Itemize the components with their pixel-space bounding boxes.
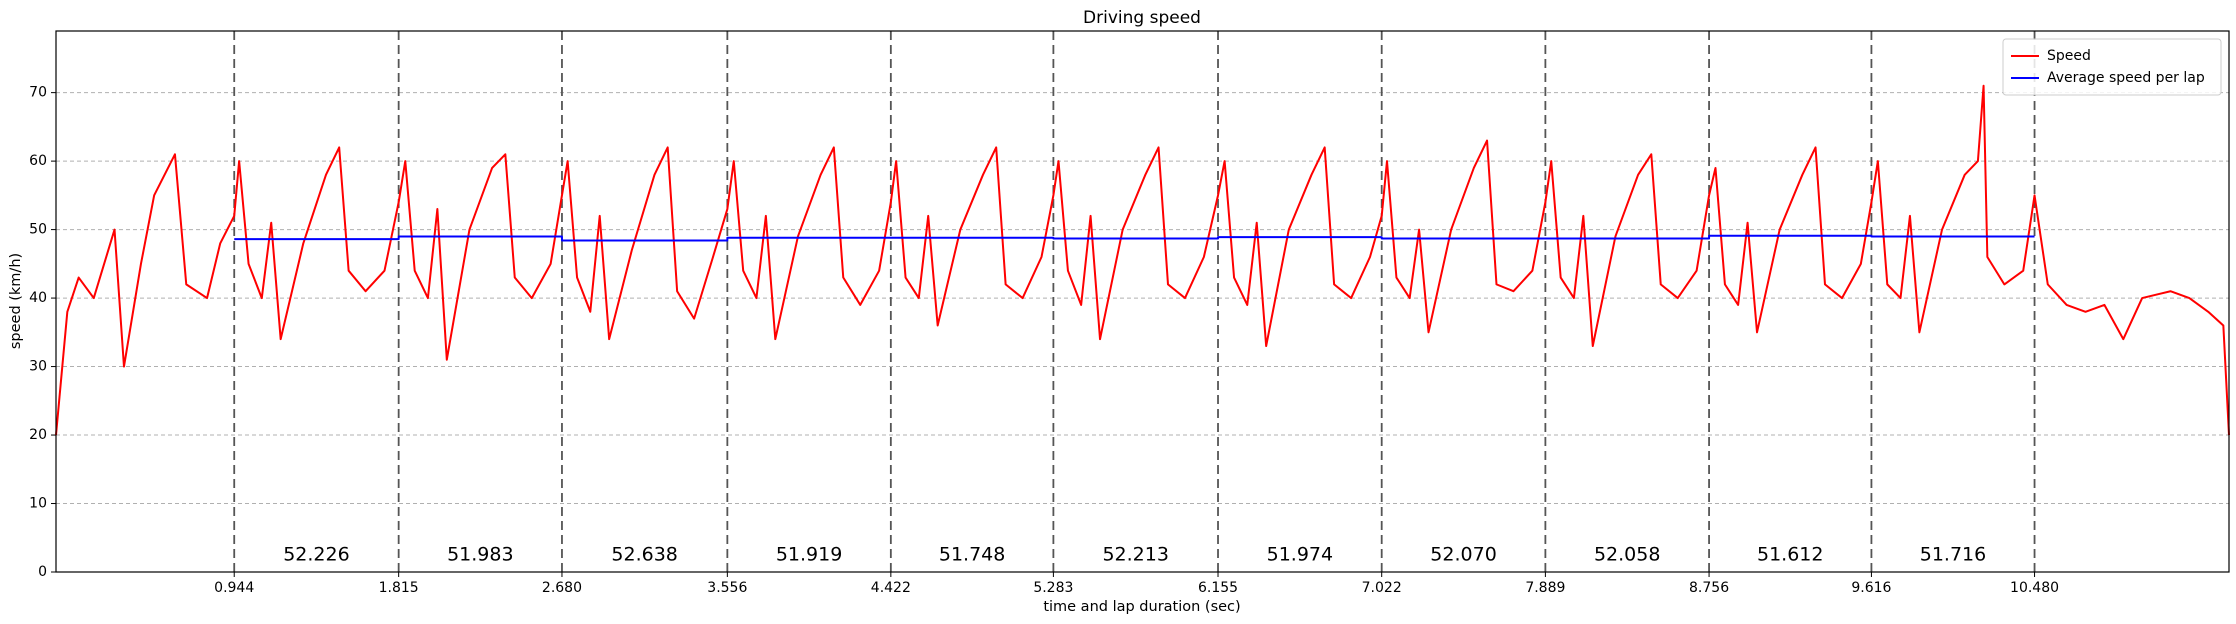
x-tick-label: 8.756 xyxy=(1689,580,1729,596)
lap-duration-label: 51.612 xyxy=(1757,544,1823,566)
lap-duration-label: 52.070 xyxy=(1430,544,1496,566)
legend-box xyxy=(2002,38,2222,96)
x-axis-label: time and lap duration (sec) xyxy=(1043,599,1240,615)
x-tick-label: 4.422 xyxy=(871,580,911,596)
legend: Speed Average speed per lap xyxy=(2002,38,2222,96)
y-tick-label: 60 xyxy=(29,153,47,169)
series-line xyxy=(234,234,2035,242)
lap-duration-label: 51.983 xyxy=(447,544,513,566)
x-tick-label: 7.022 xyxy=(1362,580,1402,596)
chart-title: Driving speed xyxy=(1083,8,1201,28)
y-tick-label: 20 xyxy=(29,427,47,443)
x-tick-label: 1.815 xyxy=(379,580,419,596)
y-tick-label: 50 xyxy=(29,222,47,238)
x-tick-label: 10.480 xyxy=(2010,580,2059,596)
y-tick-label: 10 xyxy=(29,496,47,512)
lap-duration-label: 52.638 xyxy=(611,544,677,566)
y-tick-label: 30 xyxy=(29,359,47,375)
x-tick-label: 9.616 xyxy=(1851,580,1891,596)
x-tick-label: 7.889 xyxy=(1525,580,1565,596)
y-tick-label: 0 xyxy=(38,564,47,580)
x-tick-label: 6.155 xyxy=(1198,580,1238,596)
lap-duration-label: 52.226 xyxy=(283,544,349,566)
lap-duration-label: 52.213 xyxy=(1102,544,1168,566)
plot-frame xyxy=(55,30,2230,573)
legend-label: Average speed per lap xyxy=(2047,70,2205,86)
x-tick-label: 5.283 xyxy=(1033,580,1073,596)
x-tick-label: 0.944 xyxy=(214,580,254,596)
y-axis-label: speed (km/h) xyxy=(8,253,24,349)
lap-duration-label: 51.974 xyxy=(1267,544,1333,566)
lap-duration-label: 51.748 xyxy=(939,544,1005,566)
series-line xyxy=(55,84,2230,436)
lap-duration-label: 51.919 xyxy=(776,544,842,566)
y-tick-label: 40 xyxy=(29,290,47,306)
legend-label: Speed xyxy=(2047,48,2091,64)
x-tick-label: 3.556 xyxy=(707,580,747,596)
x-tick-label: 2.680 xyxy=(542,580,582,596)
lap-duration-label: 51.716 xyxy=(1920,544,1986,566)
y-tick-label: 70 xyxy=(29,85,47,101)
lap-duration-label: 52.058 xyxy=(1594,544,1660,566)
